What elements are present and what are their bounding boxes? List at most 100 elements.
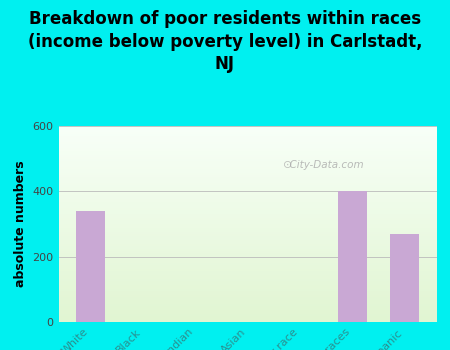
Bar bbox=[58, 136, 436, 138]
Bar bbox=[58, 220, 436, 222]
Bar bbox=[58, 146, 436, 148]
Bar bbox=[58, 281, 436, 283]
Bar bbox=[58, 177, 436, 179]
Bar bbox=[58, 169, 436, 171]
Bar bbox=[58, 175, 436, 177]
Bar bbox=[58, 247, 436, 250]
Bar bbox=[58, 134, 436, 136]
Bar bbox=[338, 191, 367, 322]
Text: Breakdown of poor residents within races
(income below poverty level) in Carlsta: Breakdown of poor residents within races… bbox=[28, 10, 422, 73]
Bar bbox=[58, 142, 436, 143]
Bar bbox=[58, 273, 436, 275]
Bar bbox=[58, 165, 436, 167]
Bar bbox=[58, 299, 436, 300]
Bar bbox=[58, 246, 436, 247]
Bar bbox=[58, 240, 436, 242]
Bar bbox=[58, 206, 436, 208]
Bar bbox=[58, 144, 436, 146]
Bar bbox=[58, 320, 436, 322]
Bar bbox=[58, 312, 436, 314]
Bar bbox=[58, 130, 436, 132]
Bar bbox=[58, 149, 436, 152]
Bar bbox=[58, 161, 436, 163]
Bar bbox=[58, 216, 436, 218]
Bar bbox=[58, 159, 436, 161]
Bar bbox=[58, 226, 436, 228]
Bar bbox=[58, 193, 436, 195]
Bar bbox=[58, 300, 436, 302]
Bar bbox=[58, 314, 436, 316]
Bar bbox=[58, 265, 436, 267]
Bar bbox=[58, 210, 436, 212]
Bar bbox=[58, 251, 436, 253]
Bar bbox=[58, 241, 436, 244]
Bar bbox=[58, 232, 436, 234]
Bar bbox=[58, 238, 436, 240]
Bar bbox=[58, 198, 436, 201]
Bar bbox=[58, 277, 436, 279]
Bar bbox=[58, 257, 436, 259]
Bar bbox=[58, 295, 436, 296]
Bar bbox=[58, 197, 436, 198]
Bar bbox=[58, 316, 436, 318]
Bar bbox=[58, 204, 436, 206]
Bar bbox=[58, 283, 436, 285]
Bar bbox=[58, 236, 436, 238]
Bar bbox=[58, 187, 436, 189]
Bar bbox=[58, 138, 436, 140]
Bar bbox=[58, 253, 436, 256]
Bar bbox=[391, 234, 419, 322]
Bar bbox=[58, 208, 436, 210]
Bar bbox=[58, 304, 436, 306]
Bar bbox=[58, 285, 436, 287]
Bar bbox=[58, 212, 436, 214]
Bar bbox=[58, 152, 436, 153]
Bar bbox=[58, 267, 436, 269]
Bar bbox=[58, 244, 436, 246]
Bar bbox=[58, 224, 436, 226]
Bar bbox=[58, 148, 436, 149]
Bar bbox=[58, 218, 436, 220]
Bar bbox=[58, 263, 436, 265]
Bar bbox=[58, 256, 436, 257]
Bar bbox=[58, 279, 436, 281]
Bar bbox=[58, 191, 436, 192]
Bar bbox=[58, 308, 436, 310]
Bar bbox=[58, 153, 436, 155]
Bar bbox=[58, 306, 436, 308]
Bar bbox=[58, 318, 436, 320]
Bar bbox=[58, 202, 436, 204]
Bar bbox=[58, 289, 436, 290]
Bar bbox=[58, 230, 436, 232]
Bar bbox=[58, 171, 436, 173]
Bar bbox=[58, 214, 436, 216]
Bar bbox=[58, 179, 436, 181]
Bar bbox=[58, 128, 436, 130]
Bar bbox=[58, 302, 436, 304]
Bar bbox=[58, 195, 436, 197]
Bar bbox=[58, 201, 436, 202]
Bar bbox=[58, 181, 436, 183]
Y-axis label: absolute numbers: absolute numbers bbox=[14, 161, 27, 287]
Bar bbox=[58, 271, 436, 273]
Bar bbox=[58, 269, 436, 271]
Bar bbox=[58, 222, 436, 224]
Bar bbox=[58, 234, 436, 236]
Bar bbox=[58, 228, 436, 230]
Bar bbox=[58, 189, 436, 191]
Bar bbox=[58, 167, 436, 169]
Bar bbox=[58, 140, 436, 142]
Bar bbox=[58, 287, 436, 289]
Bar bbox=[58, 259, 436, 261]
Bar bbox=[58, 155, 436, 158]
Bar bbox=[58, 310, 436, 312]
Bar bbox=[58, 290, 436, 293]
Bar bbox=[58, 183, 436, 185]
Bar bbox=[58, 126, 436, 128]
Bar bbox=[58, 173, 436, 175]
Bar bbox=[58, 261, 436, 263]
Bar bbox=[76, 211, 104, 322]
Bar bbox=[58, 250, 436, 251]
Bar bbox=[58, 163, 436, 165]
Text: ⊙: ⊙ bbox=[283, 160, 292, 170]
